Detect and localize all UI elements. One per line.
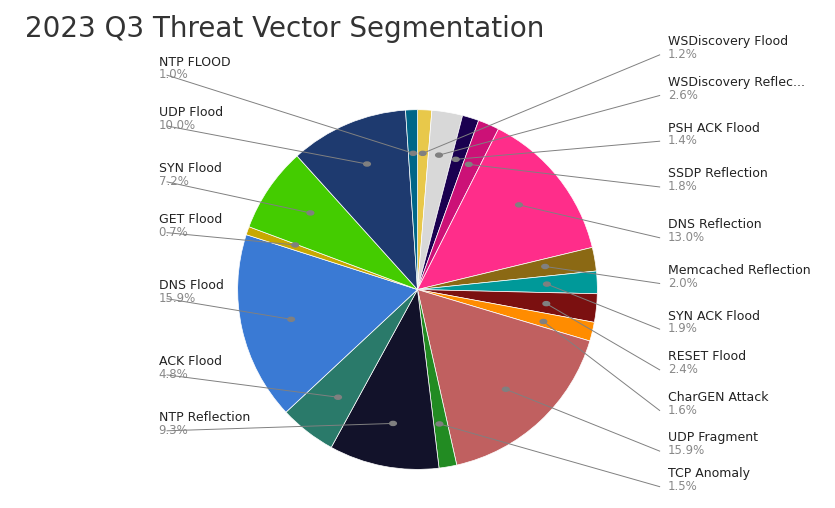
Text: 1.6%: 1.6% (668, 403, 698, 417)
Text: TCP Anomaly: TCP Anomaly (668, 467, 750, 480)
Text: 2.0%: 2.0% (668, 276, 698, 290)
Text: SYN ACK Flood: SYN ACK Flood (668, 309, 760, 323)
Text: 1.0%: 1.0% (159, 68, 189, 81)
Text: CharGEN Attack: CharGEN Attack (668, 391, 768, 404)
Wedge shape (297, 110, 418, 290)
Text: 1.9%: 1.9% (668, 322, 698, 335)
Text: WSDiscovery Flood: WSDiscovery Flood (668, 35, 788, 48)
Text: 13.0%: 13.0% (668, 231, 705, 244)
Wedge shape (418, 290, 457, 468)
Text: 9.3%: 9.3% (159, 424, 189, 437)
Text: 10.0%: 10.0% (159, 119, 195, 132)
Text: 15.9%: 15.9% (668, 444, 706, 457)
Wedge shape (331, 290, 439, 469)
Wedge shape (286, 290, 418, 448)
Text: DNS Reflection: DNS Reflection (668, 218, 762, 231)
Text: SSDP Reflection: SSDP Reflection (668, 167, 767, 180)
Text: 2.4%: 2.4% (668, 363, 698, 376)
Text: 1.2%: 1.2% (668, 48, 698, 61)
Text: 0.7%: 0.7% (159, 226, 189, 239)
Wedge shape (418, 247, 596, 290)
Text: ACK Flood: ACK Flood (159, 355, 221, 368)
Text: RESET Flood: RESET Flood (668, 350, 746, 363)
Wedge shape (418, 290, 595, 341)
Text: 1.5%: 1.5% (668, 480, 698, 493)
Text: GET Flood: GET Flood (159, 213, 222, 226)
Text: WSDiscovery Reflec...: WSDiscovery Reflec... (668, 76, 805, 89)
Text: UDP Flood: UDP Flood (159, 106, 223, 119)
Wedge shape (418, 290, 590, 465)
Text: UDP Fragment: UDP Fragment (668, 431, 758, 444)
Wedge shape (249, 156, 418, 290)
Wedge shape (238, 235, 418, 412)
Wedge shape (418, 115, 478, 290)
Text: SYN Flood: SYN Flood (159, 162, 221, 175)
Wedge shape (418, 129, 592, 290)
Wedge shape (418, 120, 498, 290)
Wedge shape (418, 110, 463, 290)
Text: 2.6%: 2.6% (668, 88, 698, 102)
Wedge shape (406, 110, 418, 290)
Text: 1.4%: 1.4% (668, 134, 698, 147)
Text: 1.8%: 1.8% (668, 180, 698, 193)
Text: Memcached Reflection: Memcached Reflection (668, 264, 811, 277)
Text: DNS Flood: DNS Flood (159, 279, 224, 292)
Wedge shape (418, 271, 597, 294)
Text: NTP FLOOD: NTP FLOOD (159, 55, 230, 69)
Text: NTP Reflection: NTP Reflection (159, 411, 250, 424)
Text: 15.9%: 15.9% (159, 292, 196, 305)
Wedge shape (418, 110, 432, 290)
Text: 4.8%: 4.8% (159, 368, 189, 381)
Wedge shape (418, 290, 597, 323)
Text: 7.2%: 7.2% (159, 175, 189, 188)
Text: 2023 Q3 Threat Vector Segmentation: 2023 Q3 Threat Vector Segmentation (25, 15, 544, 43)
Wedge shape (246, 227, 418, 290)
Text: PSH ACK Flood: PSH ACK Flood (668, 121, 760, 135)
